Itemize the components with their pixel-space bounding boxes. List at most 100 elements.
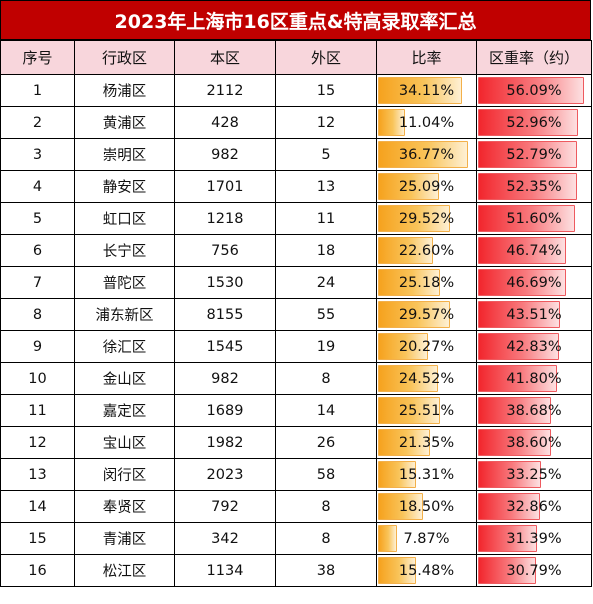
- cell-district[interactable]: 嘉定区: [74, 394, 175, 427]
- cell-ratio[interactable]: 25.51%: [376, 394, 477, 427]
- cell-local[interactable]: 1218: [174, 202, 276, 235]
- cell-key-rate[interactable]: 43.51%: [476, 298, 592, 331]
- cell-outside[interactable]: 55: [275, 298, 377, 331]
- cell-local[interactable]: 1982: [174, 426, 276, 459]
- cell-index[interactable]: 7: [0, 266, 75, 299]
- cell-ratio[interactable]: 34.11%: [376, 74, 477, 107]
- cell-district[interactable]: 长宁区: [74, 234, 175, 267]
- cell-district[interactable]: 金山区: [74, 362, 175, 395]
- cell-index[interactable]: 4: [0, 170, 75, 203]
- cell-district[interactable]: 黄浦区: [74, 106, 175, 139]
- cell-index[interactable]: 1: [0, 74, 75, 107]
- cell-outside[interactable]: 8: [275, 490, 377, 523]
- cell-outside[interactable]: 8: [275, 522, 377, 555]
- cell-outside[interactable]: 12: [275, 106, 377, 139]
- cell-ratio[interactable]: 29.57%: [376, 298, 477, 331]
- cell-ratio[interactable]: 24.52%: [376, 362, 477, 395]
- cell-local[interactable]: 756: [174, 234, 276, 267]
- cell-local[interactable]: 1701: [174, 170, 276, 203]
- cell-index[interactable]: 6: [0, 234, 75, 267]
- cell-district[interactable]: 静安区: [74, 170, 175, 203]
- cell-outside[interactable]: 24: [275, 266, 377, 299]
- cell-local[interactable]: 2023: [174, 458, 276, 491]
- cell-key-rate[interactable]: 46.69%: [476, 266, 592, 299]
- cell-local[interactable]: 1530: [174, 266, 276, 299]
- cell-index[interactable]: 9: [0, 330, 75, 363]
- cell-outside[interactable]: 8: [275, 362, 377, 395]
- cell-key-rate[interactable]: 31.39%: [476, 522, 592, 555]
- cell-index[interactable]: 3: [0, 138, 75, 171]
- cell-district[interactable]: 闵行区: [74, 458, 175, 491]
- cell-ratio[interactable]: 22.60%: [376, 234, 477, 267]
- cell-ratio[interactable]: 36.77%: [376, 138, 477, 171]
- cell-index[interactable]: 13: [0, 458, 75, 491]
- cell-local[interactable]: 428: [174, 106, 276, 139]
- cell-index[interactable]: 11: [0, 394, 75, 427]
- key-rate-value: 38.60%: [506, 434, 562, 451]
- cell-key-rate[interactable]: 46.74%: [476, 234, 592, 267]
- cell-index[interactable]: 12: [0, 426, 75, 459]
- cell-index[interactable]: 8: [0, 298, 75, 331]
- cell-district[interactable]: 宝山区: [74, 426, 175, 459]
- cell-index[interactable]: 2: [0, 106, 75, 139]
- cell-district[interactable]: 普陀区: [74, 266, 175, 299]
- cell-outside[interactable]: 19: [275, 330, 377, 363]
- cell-index[interactable]: 5: [0, 202, 75, 235]
- cell-index[interactable]: 16: [0, 554, 75, 587]
- cell-district[interactable]: 杨浦区: [74, 74, 175, 107]
- cell-outside[interactable]: 11: [275, 202, 377, 235]
- cell-ratio[interactable]: 25.09%: [376, 170, 477, 203]
- cell-key-rate[interactable]: 52.79%: [476, 138, 592, 171]
- cell-local[interactable]: 982: [174, 138, 276, 171]
- cell-key-rate[interactable]: 38.60%: [476, 426, 592, 459]
- cell-key-rate[interactable]: 38.68%: [476, 394, 592, 427]
- cell-district[interactable]: 虹口区: [74, 202, 175, 235]
- cell-local[interactable]: 792: [174, 490, 276, 523]
- cell-index[interactable]: 15: [0, 522, 75, 555]
- cell-local[interactable]: 1545: [174, 330, 276, 363]
- cell-local[interactable]: 2112: [174, 74, 276, 107]
- cell-district[interactable]: 松江区: [74, 554, 175, 587]
- cell-ratio[interactable]: 25.18%: [376, 266, 477, 299]
- cell-outside[interactable]: 15: [275, 74, 377, 107]
- ratio-value: 7.87%: [403, 530, 450, 547]
- cell-ratio[interactable]: 18.50%: [376, 490, 477, 523]
- cell-district[interactable]: 徐汇区: [74, 330, 175, 363]
- cell-outside[interactable]: 38: [275, 554, 377, 587]
- cell-outside[interactable]: 14: [275, 394, 377, 427]
- cell-index[interactable]: 14: [0, 490, 75, 523]
- cell-local[interactable]: 1134: [174, 554, 276, 587]
- cell-key-rate[interactable]: 56.09%: [476, 74, 592, 107]
- key-rate-data-bar: [478, 429, 551, 456]
- cell-local[interactable]: 1689: [174, 394, 276, 427]
- cell-outside[interactable]: 18: [275, 234, 377, 267]
- cell-ratio[interactable]: 15.31%: [376, 458, 477, 491]
- key-rate-data-bar: [478, 397, 551, 424]
- cell-outside[interactable]: 26: [275, 426, 377, 459]
- cell-index[interactable]: 10: [0, 362, 75, 395]
- cell-local[interactable]: 342: [174, 522, 276, 555]
- cell-district[interactable]: 青浦区: [74, 522, 175, 555]
- cell-outside[interactable]: 58: [275, 458, 377, 491]
- cell-key-rate[interactable]: 51.60%: [476, 202, 592, 235]
- cell-key-rate[interactable]: 52.35%: [476, 170, 592, 203]
- cell-outside[interactable]: 5: [275, 138, 377, 171]
- cell-ratio[interactable]: 11.04%: [376, 106, 477, 139]
- cell-key-rate[interactable]: 30.79%: [476, 554, 592, 587]
- cell-local[interactable]: 982: [174, 362, 276, 395]
- cell-ratio[interactable]: 7.87%: [376, 522, 477, 555]
- cell-local[interactable]: 8155: [174, 298, 276, 331]
- cell-key-rate[interactable]: 32.86%: [476, 490, 592, 523]
- cell-district[interactable]: 浦东新区: [74, 298, 175, 331]
- cell-district[interactable]: 奉贤区: [74, 490, 175, 523]
- cell-outside[interactable]: 13: [275, 170, 377, 203]
- cell-ratio[interactable]: 20.27%: [376, 330, 477, 363]
- cell-ratio[interactable]: 15.48%: [376, 554, 477, 587]
- cell-key-rate[interactable]: 41.80%: [476, 362, 592, 395]
- cell-ratio[interactable]: 29.52%: [376, 202, 477, 235]
- cell-key-rate[interactable]: 33.25%: [476, 458, 592, 491]
- cell-ratio[interactable]: 21.35%: [376, 426, 477, 459]
- cell-district[interactable]: 崇明区: [74, 138, 175, 171]
- cell-key-rate[interactable]: 52.96%: [476, 106, 592, 139]
- cell-key-rate[interactable]: 42.83%: [476, 330, 592, 363]
